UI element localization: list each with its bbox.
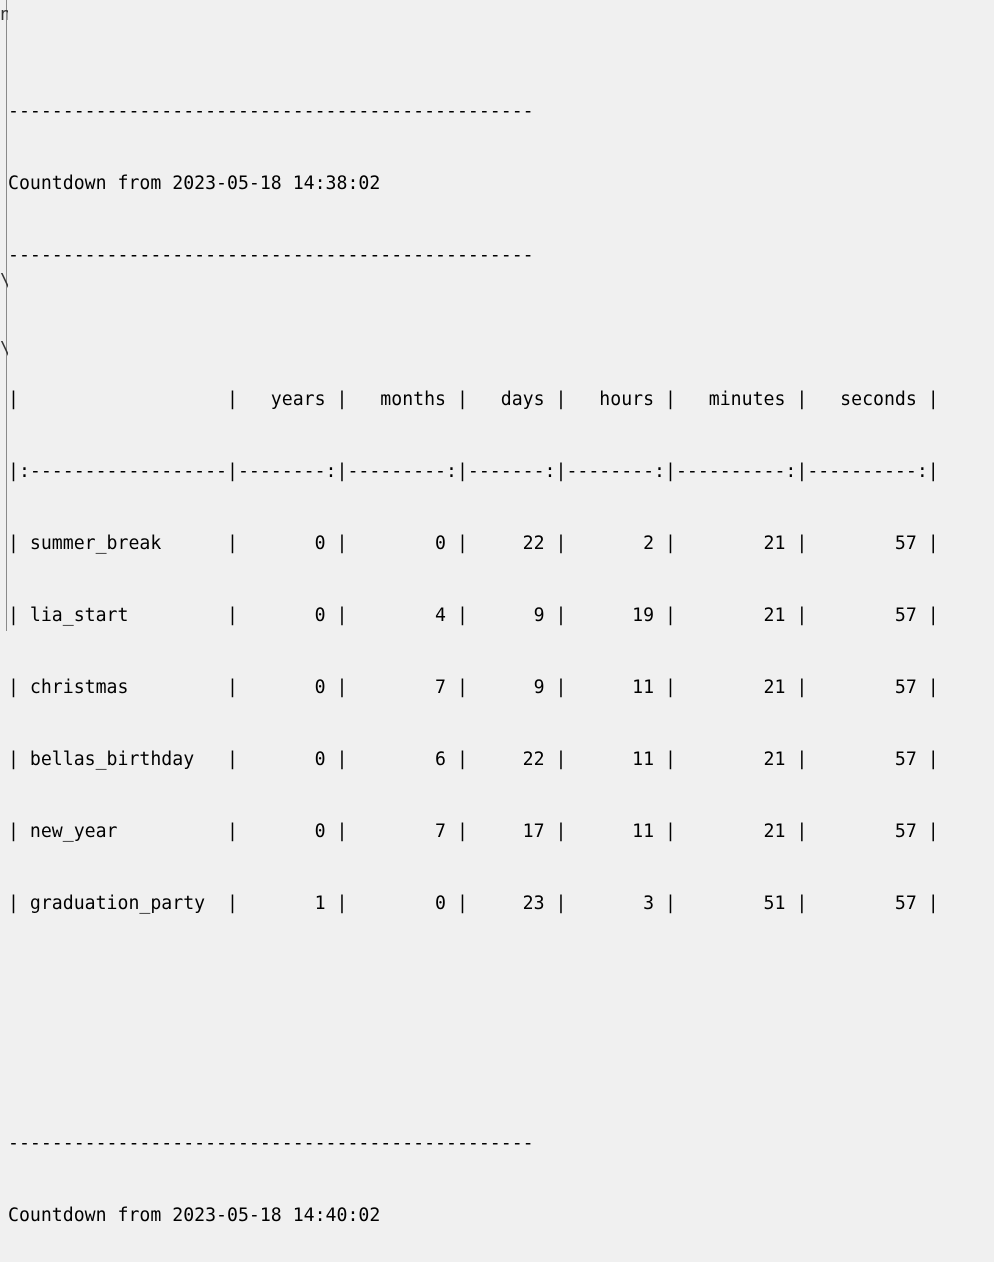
table-row: | graduation_party | 1 | 0 | 23 | 3 | 51… — [8, 893, 939, 914]
countdown-title: Countdown from 2023-05-18 14:40:02 — [8, 1205, 381, 1226]
table-row: | christmas | 0 | 7 | 9 | 11 | 21 | 57 | — [8, 677, 939, 698]
blank-line — [8, 316, 939, 340]
clipped-char: n — [0, 6, 8, 24]
table-row: | new_year | 0 | 7 | 17 | 11 | 21 | 57 | — [8, 821, 939, 842]
separator-line: ----------------------------------------… — [8, 245, 534, 266]
separator-line: ----------------------------------------… — [8, 1133, 534, 1154]
clipped-char: \ — [0, 340, 8, 358]
countdown-block-1: ----------------------------------------… — [8, 52, 939, 964]
table-row: | lia_start | 0 | 4 | 9 | 19 | 21 | 57 | — [8, 605, 939, 626]
blank-line — [8, 1012, 939, 1036]
table-align-row: |:------------------|--------:|---------… — [8, 461, 939, 482]
table-row: | summer_break | 0 | 0 | 22 | 2 | 21 | 5… — [8, 533, 939, 554]
countdown-block-2: ----------------------------------------… — [8, 1084, 939, 1262]
terminal-output: ----------------------------------------… — [8, 4, 939, 1262]
separator-line: ----------------------------------------… — [8, 101, 534, 122]
table-row: | bellas_birthday | 0 | 6 | 22 | 11 | 21… — [8, 749, 939, 770]
table-header-row: | | years | months | days | hours | minu… — [8, 389, 939, 410]
window-left-edge — [6, 0, 7, 631]
countdown-title: Countdown from 2023-05-18 14:38:02 — [8, 173, 381, 194]
clipped-char: \ — [0, 272, 8, 290]
